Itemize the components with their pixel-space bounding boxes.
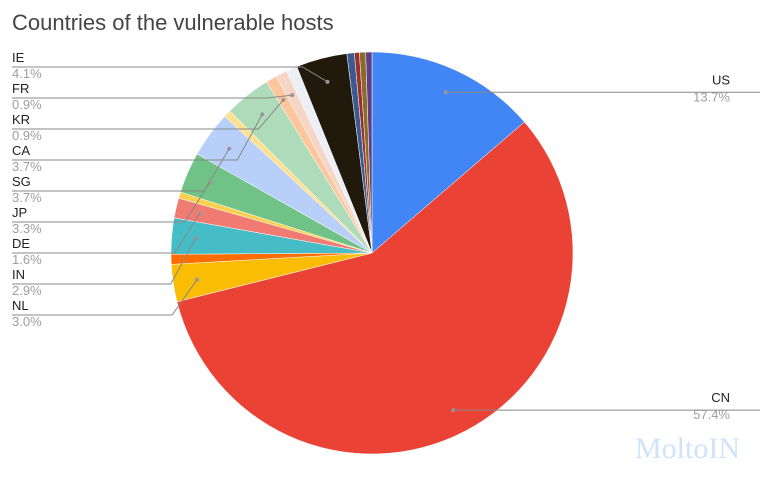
- slice-value-label: 0.9%: [12, 97, 42, 112]
- slice-label: CA: [12, 143, 30, 158]
- leader-line: [12, 213, 201, 254]
- slice-value-label: 3.7%: [12, 190, 42, 205]
- slice-label: US: [712, 72, 730, 87]
- leader-line: [12, 66, 328, 83]
- leader-line: [12, 94, 293, 99]
- slice-label: FR: [12, 81, 29, 96]
- leader-line: [12, 181, 211, 223]
- leader-line: [12, 114, 263, 161]
- slice-value-label: 0.9%: [12, 128, 42, 143]
- slice-value-label: 2.9%: [12, 283, 42, 298]
- slice-label: SG: [12, 174, 31, 189]
- slice-label: CN: [711, 390, 730, 405]
- pie-slice: [371, 51, 525, 254]
- slice-value-label: 3.7%: [12, 159, 42, 174]
- slice-value-label: 57.4%: [693, 407, 730, 422]
- slice-label: KR: [12, 112, 30, 127]
- leader-line: [12, 237, 197, 285]
- pie-slice: [176, 121, 574, 455]
- chart-title: Countries of the vulnerable hosts: [12, 10, 334, 35]
- pie-slice: [365, 51, 373, 254]
- leader-line: [12, 99, 284, 130]
- slice-value-label: 1.6%: [12, 252, 42, 267]
- slice-label: JP: [12, 205, 27, 220]
- slice-label: IN: [12, 267, 25, 282]
- slice-label: DE: [12, 236, 30, 251]
- slice-label: IE: [12, 50, 25, 65]
- watermark: MoltoIN: [635, 432, 740, 465]
- slice-label: NL: [12, 298, 29, 313]
- leader-line: [12, 279, 198, 316]
- slice-value-label: 13.7%: [693, 89, 730, 104]
- slice-value-label: 3.0%: [12, 314, 42, 329]
- slice-value-label: 4.1%: [12, 66, 42, 81]
- slice-value-label: 3.3%: [12, 221, 42, 236]
